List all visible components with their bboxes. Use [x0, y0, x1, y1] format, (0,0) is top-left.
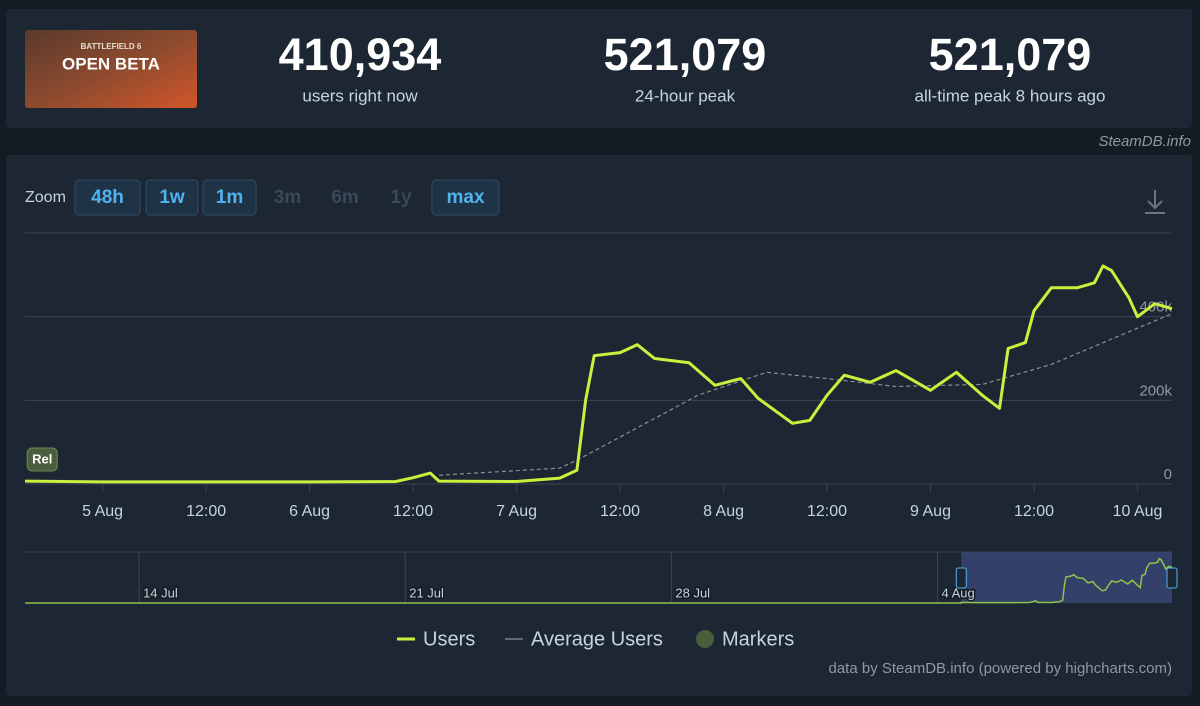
navigator-line — [25, 557, 1173, 604]
average-line — [438, 313, 1173, 476]
zoom-button[interactable] — [74, 179, 141, 216]
x-tick-label: 6 Aug — [289, 503, 330, 520]
stat-label: all-time peak 8 hours ago — [915, 86, 1106, 105]
x-tick-label: 12:00 — [1014, 503, 1054, 520]
stat-value: 410,934 — [279, 29, 442, 80]
marker[interactable] — [26, 447, 58, 472]
zoom-button[interactable] — [145, 179, 199, 216]
zoom-button-label[interactable]: 1m — [216, 187, 243, 208]
stat-value: 521,079 — [604, 29, 767, 80]
zoom-button[interactable] — [431, 179, 500, 216]
navigator-tick-label: 21 Jul — [409, 585, 444, 600]
download-icon[interactable] — [1145, 190, 1165, 214]
navigator-tick-label: 14 Jul — [143, 585, 178, 600]
stat-label: users right now — [302, 86, 418, 105]
legend-label[interactable]: Average Users — [531, 628, 663, 650]
thumb-title: BATTLEFIELD 6 — [81, 42, 142, 51]
marker-label: Rel — [32, 451, 52, 466]
x-tick-label: 7 Aug — [496, 503, 537, 520]
legend-symbol — [696, 630, 714, 648]
zoom-label: Zoom — [25, 189, 66, 206]
zoom-button-label: 3m — [274, 187, 301, 208]
navigator-tick-label: 28 Jul — [675, 585, 710, 600]
stat-label: 24-hour peak — [635, 86, 736, 105]
game-thumbnail — [25, 30, 197, 108]
chart-panel — [6, 155, 1192, 696]
zoom-button-label: 6m — [331, 187, 358, 208]
credits[interactable]: data by SteamDB.info (powered by highcha… — [829, 660, 1173, 677]
brand[interactable]: SteamDB.info — [1098, 133, 1191, 150]
x-tick-label: 12:00 — [807, 503, 847, 520]
x-tick-label: 9 Aug — [910, 503, 951, 520]
legend-label[interactable]: Users — [423, 628, 475, 650]
x-tick-label: 8 Aug — [703, 503, 744, 520]
zoom-button[interactable] — [202, 179, 257, 216]
x-tick-label: 5 Aug — [82, 503, 123, 520]
thumb-subtitle: OPEN BETA — [62, 54, 160, 73]
header-panel — [6, 9, 1192, 128]
y-tick-label: 0 — [1164, 466, 1172, 483]
stat-value: 521,079 — [929, 29, 1092, 80]
users-line — [24, 264, 1173, 484]
y-tick-label: 200k — [1139, 382, 1172, 399]
navigator-handle[interactable] — [1166, 567, 1178, 589]
navigator-handle[interactable] — [955, 567, 967, 589]
zoom-button-label: 1y — [390, 187, 412, 208]
zoom-button-label[interactable]: 1w — [159, 187, 185, 208]
legend-label[interactable]: Markers — [722, 628, 794, 650]
x-tick-label: 12:00 — [393, 503, 433, 520]
zoom-button-label[interactable]: max — [446, 187, 484, 208]
zoom-button-label[interactable]: 48h — [91, 187, 124, 208]
x-tick-label: 12:00 — [600, 503, 640, 520]
y-tick-label: 400k — [1139, 299, 1172, 316]
navigator-tick-label: 4 Aug — [942, 585, 975, 600]
x-tick-label: 12:00 — [186, 503, 226, 520]
x-tick-label: 10 Aug — [1113, 503, 1163, 520]
